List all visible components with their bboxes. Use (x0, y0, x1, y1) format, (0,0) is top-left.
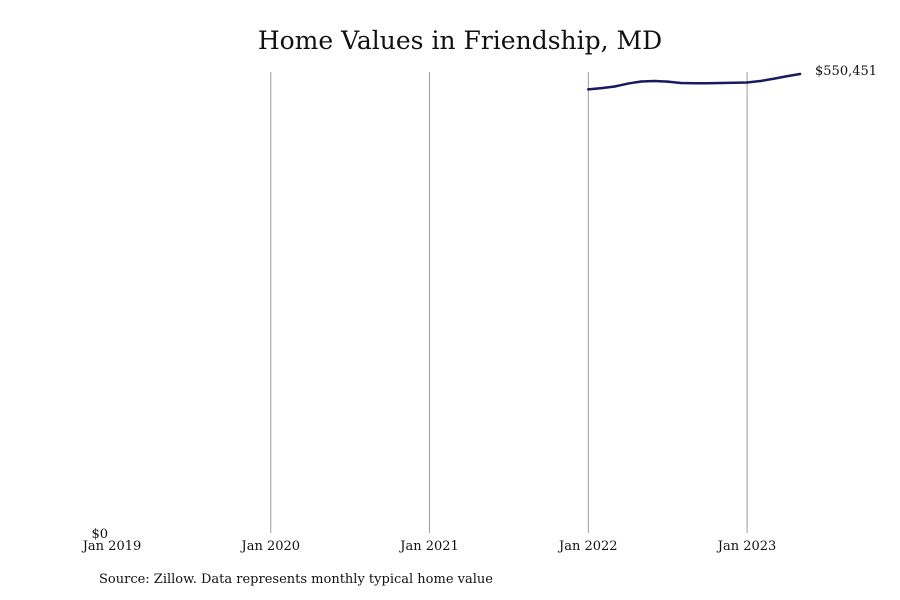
series-point (798, 72, 802, 76)
chart-title: Home Values in Friendship, MD (257, 26, 663, 55)
series-point (785, 75, 788, 78)
series-point (626, 82, 630, 85)
x-tick-label: Jan 2023 (716, 539, 777, 554)
series-point (772, 77, 775, 80)
x-tick-label: Jan 2019 (81, 539, 142, 554)
series-point (613, 85, 616, 88)
series-point (600, 86, 603, 90)
series-point (587, 88, 590, 91)
y-tick-label: $0 (91, 527, 108, 542)
gridlines (270, 72, 748, 533)
series-point (640, 80, 643, 83)
series-point (692, 82, 696, 85)
series-point (679, 81, 683, 85)
series-layer (587, 72, 802, 91)
y-axis-ticks: $0 (91, 527, 108, 542)
x-axis-ticks: Jan 2019 Jan 2020 Jan 2021 Jan 2022 Jan 2023 (81, 539, 777, 554)
series-point (719, 81, 722, 85)
x-tick-label: Jan 2022 (557, 539, 618, 554)
x-tick-label: Jan 2021 (398, 539, 459, 554)
series-point (706, 82, 709, 85)
series-line (587, 72, 802, 91)
source-note: Source: Zillow. Data represents monthly … (99, 572, 493, 587)
series-point (759, 79, 762, 83)
series-point (666, 80, 669, 83)
series-point (653, 79, 656, 83)
x-tick-label: Jan 2020 (239, 539, 300, 554)
end-value-label: $550,451 (815, 64, 877, 79)
series-point (745, 81, 749, 84)
series-point (732, 81, 736, 84)
